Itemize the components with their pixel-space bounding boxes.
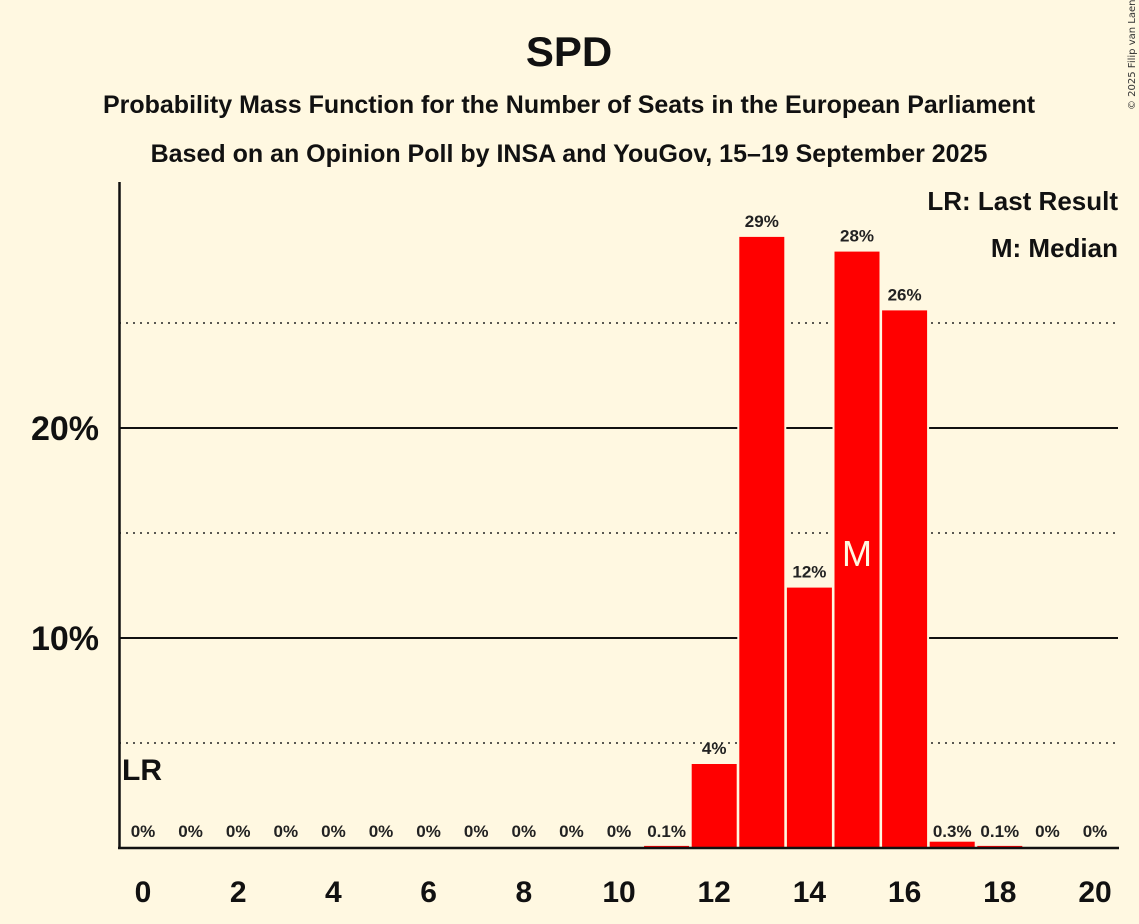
data-label: 4% — [702, 739, 727, 758]
bar — [739, 236, 785, 848]
data-label: 28% — [840, 227, 874, 246]
copyright-notice: © 2025 Filip van Laenen — [1127, 0, 1138, 110]
bar — [786, 587, 832, 848]
data-label: 0% — [321, 822, 346, 841]
gridlines — [119, 322, 1118, 744]
bar — [882, 310, 928, 848]
data-label: 0% — [607, 822, 632, 841]
median-marker: M — [842, 533, 872, 574]
data-label: 12% — [792, 563, 826, 582]
bars — [642, 235, 1025, 849]
legend-last-result: LR: Last Result — [927, 186, 1118, 216]
chart-title: SPD — [526, 28, 612, 75]
chart-subtitle-poll: Based on an Opinion Poll by INSA and You… — [151, 140, 988, 168]
data-label: 0% — [178, 822, 203, 841]
y-tick-label: 20% — [31, 410, 99, 448]
data-label: 0% — [1035, 822, 1060, 841]
x-tick-label: 2 — [230, 876, 247, 909]
y-tick-label: 10% — [31, 620, 99, 658]
x-tick-label: 4 — [325, 876, 342, 909]
data-label: 0% — [416, 822, 441, 841]
data-label: 0% — [131, 822, 156, 841]
x-tick-label: 14 — [793, 876, 827, 909]
x-tick-label: 16 — [888, 876, 921, 909]
data-label: 0.1% — [980, 822, 1019, 841]
data-label: 0% — [1083, 822, 1108, 841]
data-label: 26% — [888, 285, 922, 304]
bar — [834, 251, 880, 849]
x-tick-label: 0 — [135, 876, 152, 909]
x-tick-label: 8 — [515, 876, 532, 909]
data-label: 0.3% — [933, 822, 972, 841]
data-label: 0% — [226, 822, 251, 841]
x-tick-label: 12 — [698, 876, 731, 909]
x-tick-label: 10 — [602, 876, 635, 909]
y-axis-ticks: 10% 20% — [31, 410, 99, 658]
x-tick-label: 6 — [420, 876, 437, 909]
bar — [929, 841, 975, 848]
bar — [691, 764, 737, 848]
last-result-marker: LR — [122, 754, 162, 787]
x-axis-ticks: 0 2 4 6 8 10 12 14 16 18 20 — [135, 876, 1112, 909]
x-tick-label: 20 — [1078, 876, 1111, 909]
chart-subtitle: Probability Mass Function for the Number… — [103, 91, 1036, 119]
data-labels: 0% 0% 0% 0% 0% 0% 0% 0% 0% 0% 0% 0.1% 4% 29% 12% 28% 26%… — [131, 212, 1108, 841]
data-label: 0% — [559, 822, 584, 841]
x-tick-label: 18 — [983, 876, 1016, 909]
data-label: 0% — [274, 822, 299, 841]
legend-median: M: Median — [991, 233, 1118, 263]
data-label: 0% — [464, 822, 489, 841]
data-label: 29% — [745, 212, 779, 231]
data-label: 0.1% — [647, 822, 686, 841]
data-label: 0% — [369, 822, 394, 841]
data-label: 0% — [512, 822, 537, 841]
